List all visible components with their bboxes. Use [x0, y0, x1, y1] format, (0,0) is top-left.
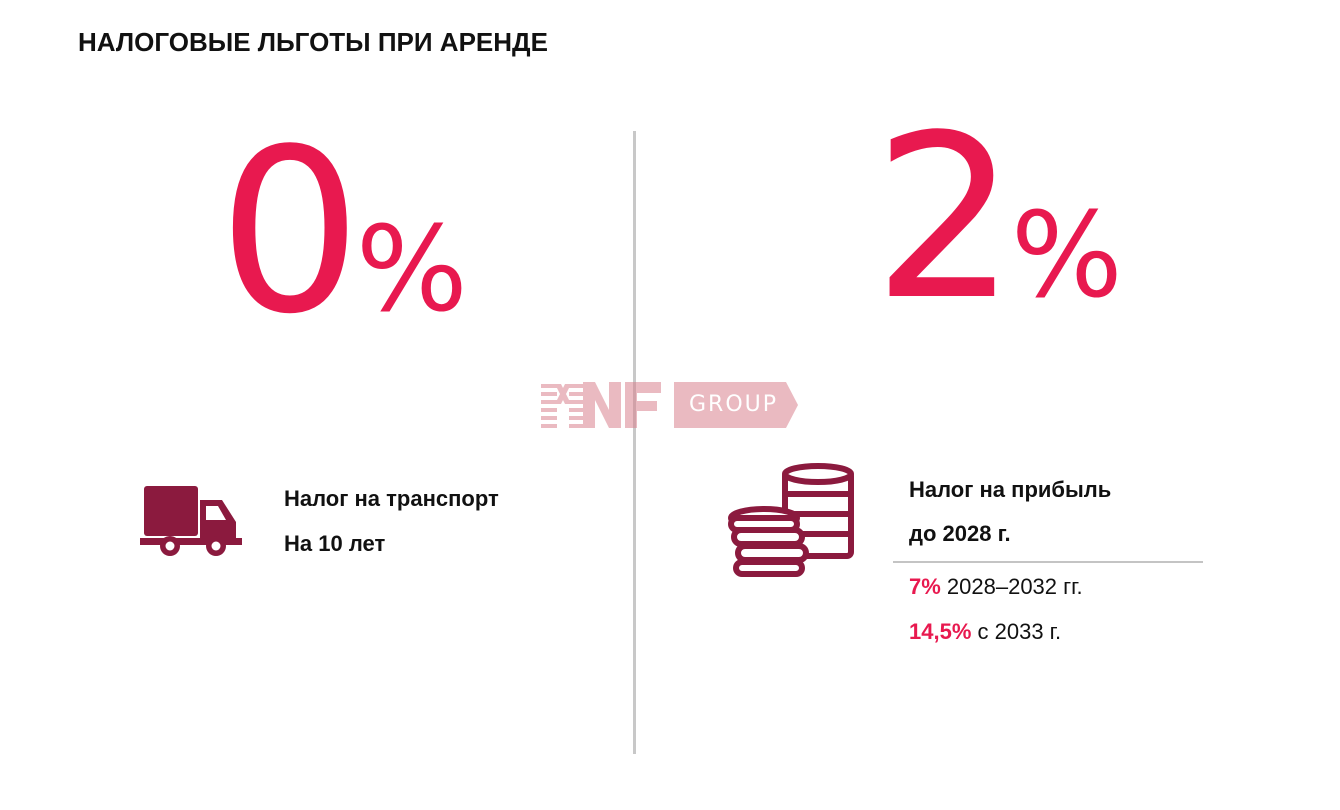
transport-tax-label: Налог на транспорт — [284, 486, 499, 511]
profit-tax-unit: % — [1010, 186, 1123, 324]
rate-value: 14,5% — [909, 619, 972, 644]
truck-icon — [140, 486, 242, 556]
transport-tax-unit: % — [355, 200, 468, 338]
transport-tax-rate: 0% — [218, 120, 468, 346]
group-label: GROUP — [689, 392, 779, 417]
profit-tax-value: 2 — [873, 87, 1017, 350]
rate-period: 2028–2032 гг. — [940, 574, 1083, 599]
nf-group-watermark: GROUP — [541, 382, 801, 428]
rate-row: 7% 2028–2032 гг. — [909, 574, 1083, 600]
horizontal-divider — [893, 561, 1203, 563]
profit-tax-duration: до 2028 г. — [909, 521, 1011, 546]
rate-row: 14,5% с 2033 г. — [909, 619, 1061, 645]
transport-tax-value: 0 — [218, 101, 362, 364]
group-badge-icon — [674, 382, 798, 428]
coins-icon — [728, 463, 854, 577]
transport-tax-duration: На 10 лет — [284, 531, 386, 556]
rate-value: 7% — [909, 574, 941, 599]
page-title: НАЛОГОВЫЕ ЛЬГОТЫ ПРИ АРЕНДЕ — [78, 27, 548, 57]
rate-period: с 2033 г. — [971, 619, 1062, 644]
profit-tax-rate: 2% — [873, 106, 1123, 332]
nf-logo-icon — [541, 382, 661, 428]
profit-tax-label: Налог на прибыль — [909, 477, 1112, 502]
vertical-divider — [633, 131, 636, 754]
